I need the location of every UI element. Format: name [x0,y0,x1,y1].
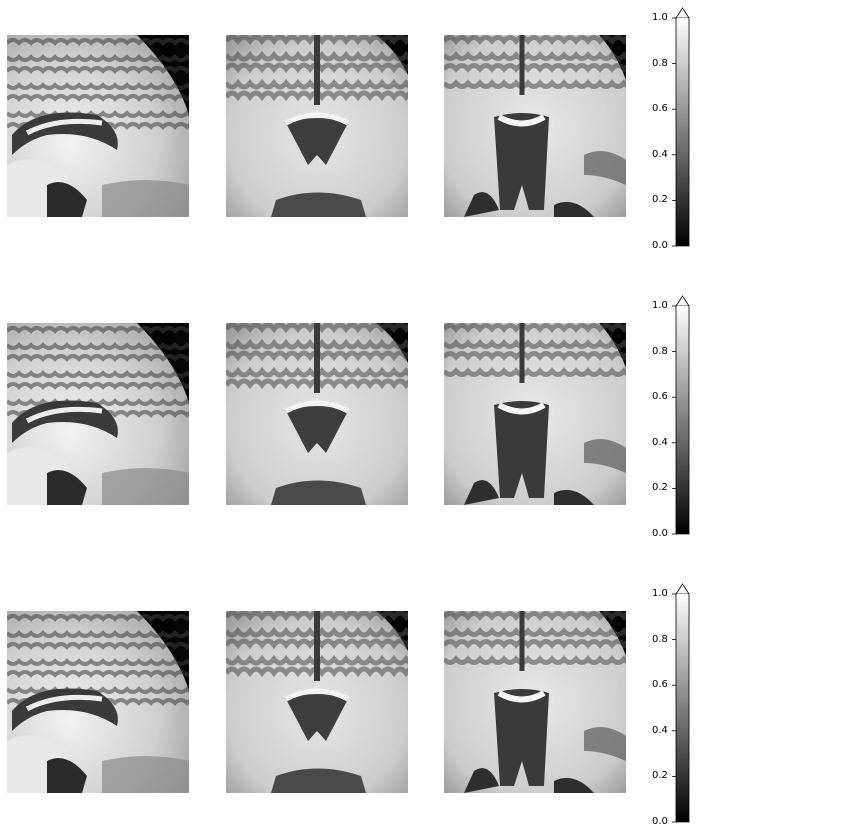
colorbar-tick-label: 1.0 [652,301,668,311]
colorbar-tick-label: 0.4 [652,726,668,736]
row3-sagittal-slice [7,611,189,793]
row2-sagittal-slice [7,323,189,505]
row1-sagittal-slice [7,35,189,217]
colorbar-tick-label: 0.8 [652,59,668,69]
row3-coronal-slice [226,611,408,793]
colorbar-tick-label: 0.6 [652,392,668,402]
colorbar-gradient [660,6,700,256]
colorbar-tick-label: 0.2 [652,771,668,781]
colorbar-tick-label: 0.4 [652,438,668,448]
row1-coronal-slice [226,35,408,217]
colorbar-tick-label: 1.0 [652,13,668,23]
colorbar-tick-label: 1.0 [652,589,668,599]
colorbar-extend-arrow [676,296,689,306]
colorbar-tick-label: 0.0 [652,817,668,827]
colorbar-extend-arrow [676,584,689,594]
colorbar-tick-label: 0.6 [652,104,668,114]
colorbar-gradient [660,582,700,832]
colorbar-tick-label: 0.0 [652,529,668,539]
colorbar-tick-label: 0.6 [652,680,668,690]
colorbar-tick-label: 0.2 [652,195,668,205]
colorbar-extend-arrow [676,8,689,18]
colorbar-tick-label: 0.8 [652,347,668,357]
row2-axial-slice [444,323,626,505]
row2-coronal-slice [226,323,408,505]
colorbar-tick-label: 0.4 [652,150,668,160]
row3-axial-slice [444,611,626,793]
colorbar-tick-label: 0.8 [652,635,668,645]
row1-axial-slice [444,35,626,217]
colorbar-tick-label: 0.0 [652,241,668,251]
colorbar-tick-label: 0.2 [652,483,668,493]
colorbar-gradient [660,294,700,544]
